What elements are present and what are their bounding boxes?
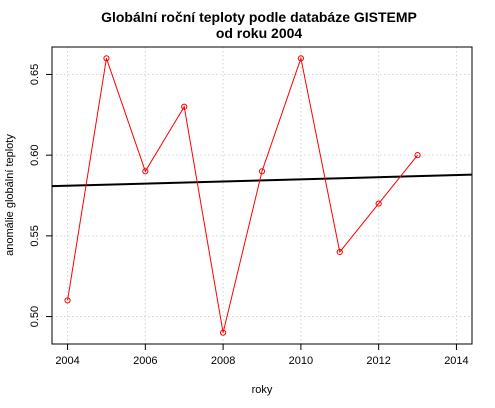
- data-point: [64, 297, 71, 304]
- x-tick-label: 2006: [133, 355, 157, 367]
- data-point: [258, 168, 266, 175]
- data-point: [375, 200, 382, 207]
- data-point: [103, 55, 110, 62]
- x-tick-label: 2004: [55, 355, 79, 367]
- data-points: [64, 55, 421, 336]
- y-tick-label: 0.60: [29, 144, 41, 165]
- data-point: [181, 103, 188, 110]
- data-point: [220, 329, 227, 336]
- x-tick-label: 2010: [289, 355, 313, 367]
- chart-title: Globální roční teploty podle databáze GI…: [101, 9, 417, 25]
- x-axis: 2004 2006 2008 2010 2012 2014: [55, 343, 469, 367]
- chart-subtitle: od roku 2004: [216, 25, 303, 41]
- plot-frame: [51, 46, 473, 345]
- y-axis-label: anomálie globální teploty: [4, 134, 16, 256]
- x-tick-label: 2008: [211, 355, 235, 367]
- data-point: [297, 55, 304, 62]
- x-tick-label: 2014: [444, 355, 468, 367]
- grid: [52, 47, 472, 344]
- y-tick-label: 0.65: [29, 64, 41, 85]
- data-point: [142, 168, 149, 175]
- y-axis: 0.50 0.55 0.60 0.65: [29, 64, 53, 327]
- series-line: [67, 56, 418, 333]
- x-axis-label: roky: [252, 384, 273, 396]
- data-point: [414, 152, 421, 159]
- trend-line: [51, 173, 473, 188]
- data-point: [336, 248, 343, 256]
- x-tick-label: 2012: [366, 355, 390, 367]
- y-tick-label: 0.55: [29, 225, 41, 246]
- y-tick-label: 0.50: [29, 306, 41, 327]
